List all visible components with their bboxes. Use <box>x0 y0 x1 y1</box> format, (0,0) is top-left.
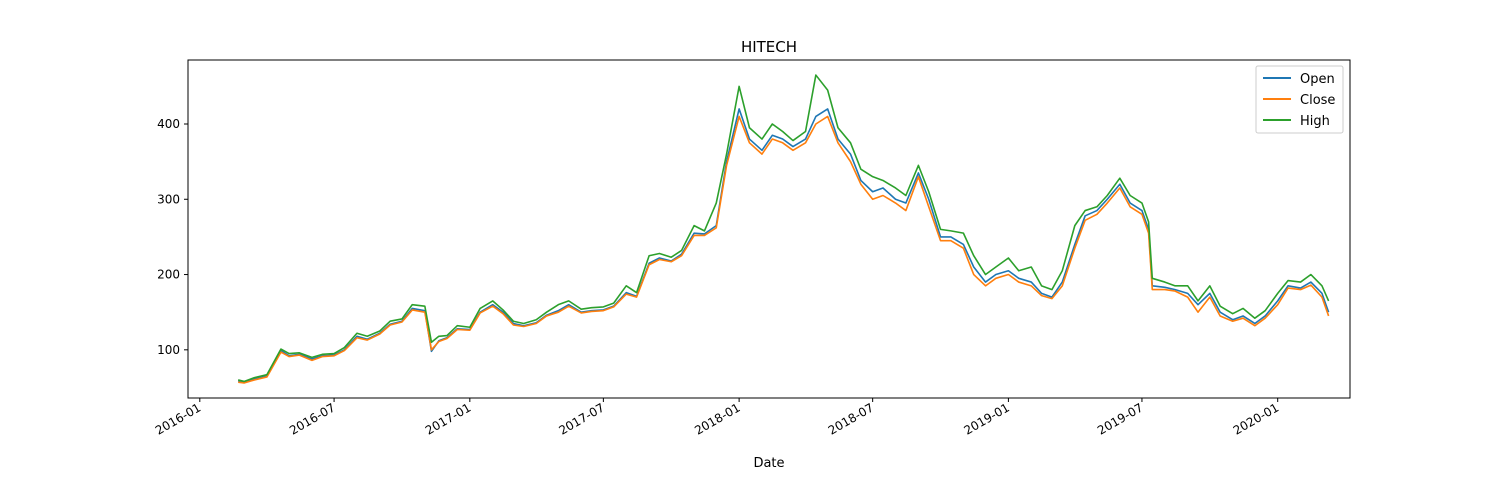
x-tick-label: 2019-01 <box>961 400 1011 437</box>
legend: Open Close High <box>1255 65 1344 134</box>
y-axis: 100 200 300 400 <box>157 117 188 357</box>
legend-box <box>1255 65 1344 134</box>
y-tick-label: 100 <box>157 343 180 357</box>
chart-title: HITECH <box>741 38 797 56</box>
x-tick-label: 2019-07 <box>1095 400 1145 437</box>
plot-content <box>237 74 1330 384</box>
legend-label-high: High <box>1300 114 1330 129</box>
y-tick-label: 300 <box>157 192 180 206</box>
y-tick-label: 200 <box>157 268 180 282</box>
x-tick-label: 2018-07 <box>826 400 876 437</box>
legend-label-close: Close <box>1300 93 1335 108</box>
x-tick-label: 2018-01 <box>692 400 742 437</box>
series-line-close <box>238 115 1330 384</box>
x-tick-label: 2016-01 <box>153 400 203 437</box>
x-tick-label: 2017-07 <box>556 400 606 437</box>
x-tick-label: 2016-07 <box>287 400 337 437</box>
series-line-open <box>237 108 1330 383</box>
x-axis-label: Date <box>753 456 784 471</box>
x-axis: 2016-01 2016-07 2017-01 2017-07 2018-01 2018-… <box>153 398 1281 438</box>
legend-label-open: Open <box>1300 72 1335 87</box>
x-tick-label: 2017-01 <box>423 400 473 437</box>
plot-frame <box>187 59 1351 399</box>
x-tick-label: 2020-01 <box>1231 400 1281 437</box>
series-line-high <box>237 74 1330 383</box>
y-tick-label: 400 <box>157 117 180 131</box>
